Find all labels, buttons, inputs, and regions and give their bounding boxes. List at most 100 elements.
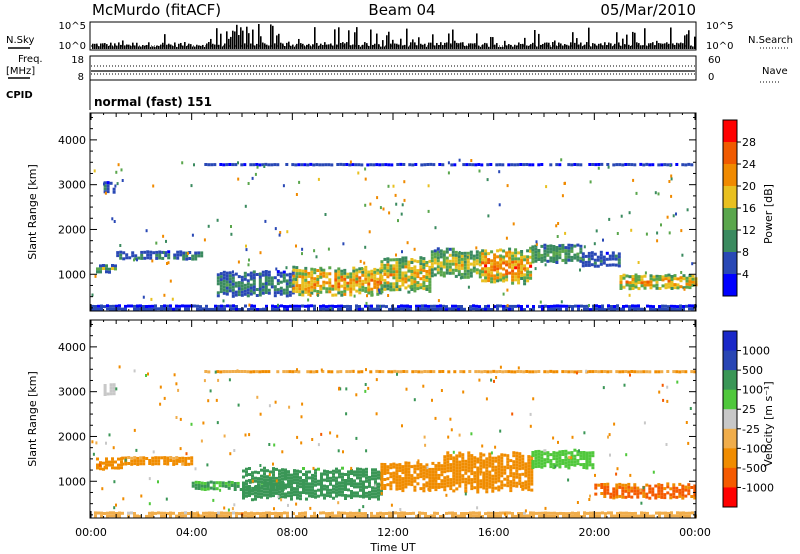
- heatmap-cell: [522, 370, 526, 374]
- heatmap-cell: [486, 163, 490, 167]
- heatmap-cell: [615, 486, 619, 490]
- heatmap-cell: [135, 448, 138, 452]
- heatmap-cell: [379, 206, 382, 210]
- heatmap-cell: [478, 514, 481, 518]
- heatmap-cell: [103, 387, 107, 390]
- heatmap-cell: [414, 163, 418, 166]
- heatmap-cell: [216, 421, 219, 425]
- heatmap-cell: [576, 453, 580, 457]
- heatmap-cell: [561, 370, 565, 374]
- heatmap-cell: [413, 286, 417, 290]
- heatmap-cell: [334, 278, 338, 282]
- heatmap-cell: [433, 511, 436, 515]
- heatmap-cell: [344, 494, 347, 497]
- heatmap-cell: [502, 304, 505, 308]
- heatmap-cell: [104, 191, 107, 195]
- nsky-bar: [412, 39, 414, 49]
- heatmap-cell: [362, 492, 365, 496]
- heatmap-cell: [497, 458, 501, 462]
- heatmap-cell: [254, 485, 257, 489]
- heatmap-cell: [272, 488, 275, 492]
- heatmap-cell: [343, 277, 347, 281]
- heatmap-cell: [257, 489, 260, 493]
- heatmap-cell: [326, 479, 329, 483]
- heatmap-cell: [270, 282, 274, 286]
- nsky-bar: [384, 46, 386, 49]
- heatmap-cell: [148, 307, 151, 311]
- heatmap-cell: [581, 252, 585, 256]
- heatmap-cell: [537, 370, 541, 373]
- heatmap-cell: [187, 462, 191, 466]
- heatmap-cell: [439, 261, 443, 265]
- nsky-bar: [214, 44, 216, 49]
- heatmap-cell: [275, 467, 278, 471]
- heatmap-cell: [304, 511, 307, 515]
- heatmap-cell: [281, 486, 284, 490]
- heatmap-cell: [628, 287, 632, 291]
- heatmap-cell: [222, 282, 226, 286]
- heatmap-cell: [439, 515, 442, 518]
- heatmap-cell: [383, 463, 387, 466]
- heatmap-cell: [584, 260, 588, 264]
- heatmap-cell: [577, 514, 580, 518]
- heatmap-cell: [247, 308, 250, 311]
- heatmap-cell: [348, 370, 352, 374]
- heatmap-cell: [365, 368, 367, 372]
- heatmap-cell: [457, 308, 460, 311]
- heatmap-cell: [357, 370, 361, 374]
- heatmap-cell: [564, 464, 568, 468]
- heatmap-cell: [488, 482, 492, 486]
- heatmap-cell: [313, 286, 317, 290]
- heatmap-cell: [552, 454, 556, 458]
- heatmap-cell: [299, 497, 302, 501]
- heatmap-cell: [443, 482, 447, 486]
- nsky-bar: [378, 44, 380, 49]
- heatmap-cell: [484, 252, 488, 256]
- heatmap-cell: [669, 487, 673, 491]
- heatmap-cell: [284, 495, 287, 499]
- heatmap-cell: [424, 443, 427, 447]
- heatmap-cell: [488, 479, 492, 483]
- heatmap-cell: [468, 163, 472, 167]
- heatmap-cell: [549, 462, 553, 466]
- heatmap-cell: [150, 297, 153, 301]
- heatmap-cell: [401, 471, 405, 475]
- heatmap-cell: [274, 511, 277, 515]
- heatmap-cell: [320, 484, 323, 488]
- heatmap-cell: [472, 269, 476, 273]
- nsky-bar: [560, 43, 562, 49]
- heatmap-cell: [570, 456, 573, 460]
- heatmap-cell: [460, 515, 463, 518]
- heatmap-cell: [454, 262, 458, 266]
- heatmap-cell: [401, 486, 405, 490]
- heatmap-cell: [311, 476, 314, 480]
- heatmap-cell: [599, 256, 603, 260]
- heatmap-cell: [358, 276, 362, 280]
- heatmap-cell: [264, 273, 268, 276]
- heatmap-cell: [312, 163, 316, 167]
- heatmap-cell: [624, 370, 628, 373]
- heatmap-cell: [418, 304, 421, 308]
- heatmap-cell: [223, 511, 226, 515]
- heatmap-cell: [276, 291, 280, 295]
- nsky-bar: [216, 28, 218, 49]
- heatmap-cell: [108, 267, 111, 271]
- heatmap-cell: [340, 272, 344, 276]
- heatmap-cell: [244, 304, 247, 308]
- heatmap-cell: [630, 228, 633, 232]
- heatmap-cell: [383, 487, 387, 490]
- heatmap-cell: [404, 259, 408, 263]
- heatmap-cell: [675, 486, 679, 490]
- heatmap-cell: [565, 515, 568, 519]
- heatmap-cell: [687, 492, 691, 496]
- nsky-bar: [488, 46, 490, 49]
- heatmap-cell: [295, 266, 299, 270]
- heatmap-cell: [231, 276, 235, 280]
- heatmap-cell: [678, 482, 682, 486]
- heatmap-cell: [464, 480, 468, 484]
- heatmap-cell: [319, 284, 323, 288]
- heatmap-cell: [446, 478, 450, 482]
- heatmap-cell: [229, 514, 232, 518]
- heatmap-cell: [103, 187, 107, 191]
- heatmap-cell: [381, 370, 385, 374]
